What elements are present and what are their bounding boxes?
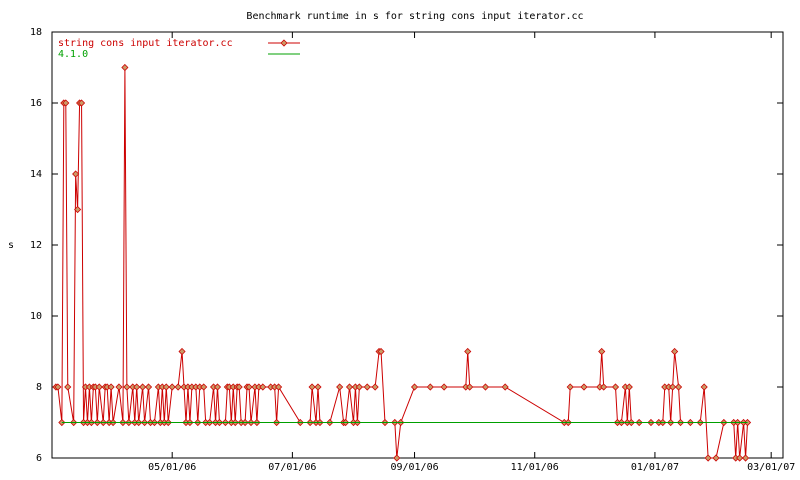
data-point [363, 383, 371, 391]
y-tick-label: 18 [30, 27, 42, 38]
y-tick-label: 10 [30, 311, 42, 322]
data-point [410, 383, 419, 391]
data-point [144, 383, 153, 391]
data-point [600, 383, 608, 391]
y-tick-label: 14 [30, 169, 42, 180]
data-point [501, 383, 509, 391]
x-tick-label: 05/01/06 [148, 462, 196, 473]
data-point [200, 383, 208, 391]
data-point [123, 383, 131, 391]
data-point [440, 383, 448, 391]
data-point [174, 383, 182, 391]
x-tick-label: 09/01/06 [390, 462, 438, 473]
data-point [64, 383, 72, 391]
data-point [466, 383, 474, 391]
data-point [77, 99, 86, 107]
data-point [671, 347, 679, 356]
legend-label: 4.1.0 [58, 49, 88, 60]
y-tick-label: 8 [36, 382, 42, 393]
data-point [712, 454, 720, 462]
data-point [314, 383, 322, 391]
data-point [259, 383, 267, 391]
data-point [700, 383, 708, 391]
x-tick-label: 01/01/07 [631, 462, 679, 473]
data-point [336, 383, 344, 391]
data-point [54, 383, 62, 391]
series-line [55, 67, 749, 459]
data-point [580, 383, 588, 391]
y-axis-label: s [8, 240, 14, 251]
data-point [235, 383, 243, 391]
data-point [115, 383, 123, 391]
data-point [245, 383, 253, 391]
data-point [162, 383, 170, 391]
data-point [611, 383, 620, 391]
data-point [345, 383, 354, 391]
data-point [74, 205, 82, 214]
data-point [308, 383, 316, 391]
data-point [107, 383, 115, 391]
data-point [669, 383, 677, 391]
legend-marker [280, 39, 288, 47]
data-point [121, 63, 129, 72]
data-point [377, 347, 385, 356]
data-point [741, 454, 750, 462]
data-point [675, 383, 683, 391]
data-point [95, 383, 103, 391]
data-point [62, 99, 70, 107]
data-point [355, 383, 363, 391]
data-point [625, 383, 633, 391]
data-point [426, 383, 434, 391]
data-point [371, 383, 379, 391]
y-tick-label: 12 [30, 240, 42, 251]
data-point [598, 347, 606, 356]
data-point [275, 383, 283, 391]
data-point [139, 383, 147, 391]
data-point [213, 383, 222, 391]
data-point [743, 418, 752, 427]
y-tick-label: 16 [30, 98, 42, 109]
chart-title: Benchmark runtime in s for string cons i… [246, 11, 583, 22]
data-point [704, 454, 712, 462]
data-point [72, 170, 80, 178]
data-point [481, 383, 490, 391]
data-point [393, 454, 401, 462]
y-tick-label: 6 [36, 453, 42, 464]
data-point [133, 383, 141, 391]
x-tick-label: 07/01/06 [268, 462, 316, 473]
data-point [566, 383, 574, 391]
legend-label: string cons input iterator.cc [58, 38, 233, 49]
data-point [168, 383, 176, 391]
x-tick-label: 11/01/06 [511, 462, 559, 473]
data-point [736, 454, 744, 462]
data-point [464, 347, 472, 356]
x-tick-label: 03/01/07 [747, 462, 795, 473]
data-point [178, 347, 186, 356]
